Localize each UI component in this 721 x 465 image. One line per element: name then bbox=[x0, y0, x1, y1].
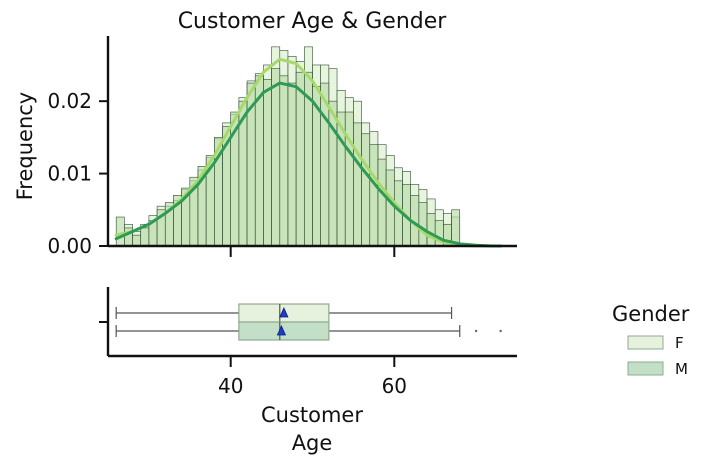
hist-bar-m bbox=[295, 71, 305, 247]
legend-swatch-f bbox=[627, 335, 664, 350]
hist-bar-m bbox=[369, 144, 379, 247]
boxplot-axes: 40 60 bbox=[99, 287, 517, 398]
y-tick-label: 0.00 bbox=[47, 234, 92, 258]
x-tick-label: 60 bbox=[382, 374, 407, 398]
hist-bar-m bbox=[426, 213, 436, 247]
mean-marker-m bbox=[276, 325, 287, 336]
x-axis-label-line2: Age bbox=[292, 431, 333, 455]
hist-bar-m bbox=[263, 79, 272, 247]
kde-line-f bbox=[114, 57, 503, 248]
histogram-panel bbox=[115, 46, 461, 247]
y-tick-label: 0.01 bbox=[47, 162, 92, 186]
hist-bar-m bbox=[377, 158, 387, 247]
x-tick-label: 40 bbox=[218, 374, 243, 398]
hist-bar-m bbox=[344, 111, 354, 247]
hist-bar-m bbox=[353, 122, 362, 247]
chart-title: Customer Age & Gender bbox=[178, 9, 448, 34]
legend-label-m: M bbox=[675, 360, 688, 378]
hist-bar-m bbox=[451, 209, 461, 247]
y-axis-label: Frequency bbox=[13, 92, 37, 201]
hist-bar-m bbox=[132, 234, 142, 247]
hist-bar-m bbox=[140, 227, 150, 247]
legend: Gender F M bbox=[612, 302, 690, 378]
outlier-point-m bbox=[499, 329, 502, 333]
hist-bar-m bbox=[385, 169, 395, 247]
y-tick-label: 0.02 bbox=[47, 89, 92, 113]
legend-title: Gender bbox=[612, 302, 690, 326]
x-axis-label-line1: Customer bbox=[261, 403, 363, 427]
hist-bar-m bbox=[115, 216, 125, 247]
histogram-axes: 0.00 0.01 0.02 bbox=[47, 36, 517, 258]
boxplot-panel bbox=[115, 303, 502, 341]
outlier-point-m bbox=[474, 329, 478, 333]
kde-panel bbox=[114, 57, 503, 248]
hist-bar-m bbox=[418, 202, 428, 247]
hist-bar-m bbox=[271, 68, 281, 247]
legend-swatch-m bbox=[627, 361, 664, 376]
mean-marker-f bbox=[279, 307, 289, 318]
kde-line-m bbox=[114, 81, 503, 248]
legend-label-f: F bbox=[675, 334, 684, 352]
hist-bar-m bbox=[361, 133, 371, 247]
hist-bar-m bbox=[279, 75, 289, 247]
hist-bar-m bbox=[287, 82, 297, 247]
